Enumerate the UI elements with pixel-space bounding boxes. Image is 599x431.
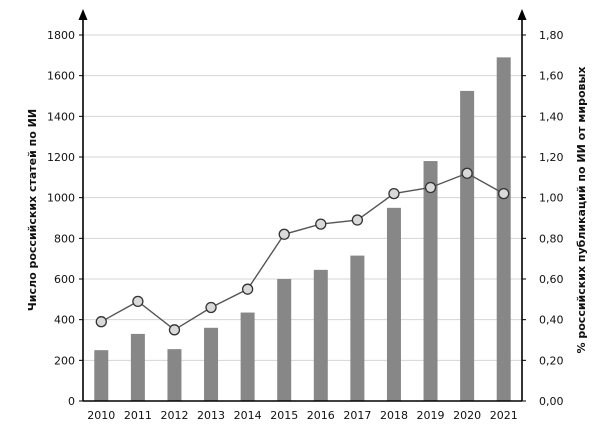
bar (130, 333, 145, 401)
x-tick-label: 2010 (87, 409, 115, 422)
grid-lines (83, 34, 522, 361)
line-point (132, 295, 144, 308)
bar-series (94, 57, 511, 402)
left-tick-label: 0 (68, 395, 75, 408)
bar (240, 312, 255, 401)
bar (313, 269, 328, 401)
bar (423, 161, 438, 401)
left-tick-label: 1600 (47, 70, 75, 83)
right-tick-label: 0,60 (539, 273, 564, 286)
right-axis-arrow (517, 9, 527, 20)
line-point (241, 283, 254, 295)
bar (350, 255, 365, 401)
line-point (278, 228, 290, 240)
left-tick-label: 200 (54, 354, 75, 367)
left-tick-label: 600 (54, 273, 75, 286)
bar (386, 207, 401, 401)
line-point (424, 181, 437, 194)
left-tick-label: 400 (54, 314, 75, 327)
left-tick-label: 800 (54, 232, 75, 245)
x-tick-label: 2018 (380, 409, 408, 422)
right-tick-label: 0,40 (539, 314, 564, 327)
line-point (461, 167, 473, 179)
line-series (95, 167, 510, 336)
x-tick-label: 2021 (490, 409, 518, 422)
tick-labels: 0 0,00 200 0,20 400 0,40 600 0,60 800 0,80 1000 1,0… (47, 29, 564, 422)
line-point (205, 301, 217, 314)
left-tick-label: 1200 (47, 151, 75, 164)
axes (78, 9, 527, 402)
line-point (498, 187, 510, 200)
right-tick-label: 1,00 (539, 192, 564, 205)
line-point (168, 324, 181, 336)
right-tick-label: 0,00 (539, 395, 564, 408)
right-tick-label: 0,20 (539, 354, 564, 367)
bar (204, 327, 219, 401)
bar (460, 90, 475, 402)
left-axis-title: Число российских статей по ИИ (26, 109, 39, 311)
line-point (95, 316, 107, 328)
x-tick-label: 2013 (197, 409, 225, 422)
right-axis-title: % российских публикаций по ИИ от мировых (575, 67, 588, 354)
x-tick-label: 2020 (453, 409, 481, 422)
right-tick-label: 1,40 (539, 110, 564, 123)
series-line (100, 172, 505, 331)
bar (94, 350, 109, 401)
bar (496, 57, 511, 401)
x-tick-label: 2011 (124, 409, 152, 422)
line-point (388, 187, 400, 200)
right-tick-label: 1,60 (539, 70, 564, 83)
x-tick-label: 2019 (417, 409, 445, 422)
right-tick-label: 1,80 (539, 29, 564, 42)
x-tick-label: 2016 (307, 409, 335, 422)
line-point (351, 214, 364, 226)
right-tick-label: 1,20 (539, 151, 564, 164)
x-tick-label: 2012 (160, 409, 188, 422)
line-point (315, 218, 327, 230)
left-axis-arrow (78, 9, 88, 20)
x-tick-label: 2015 (270, 409, 298, 422)
left-tick-label: 1000 (47, 192, 75, 205)
x-tick-label: 2014 (234, 409, 262, 422)
bar (167, 349, 182, 401)
left-tick-label: 1800 (47, 29, 75, 42)
x-tick-label: 2017 (343, 409, 371, 422)
bar (277, 279, 292, 401)
left-tick-label: 1400 (47, 110, 75, 123)
right-tick-label: 0,80 (539, 232, 564, 245)
